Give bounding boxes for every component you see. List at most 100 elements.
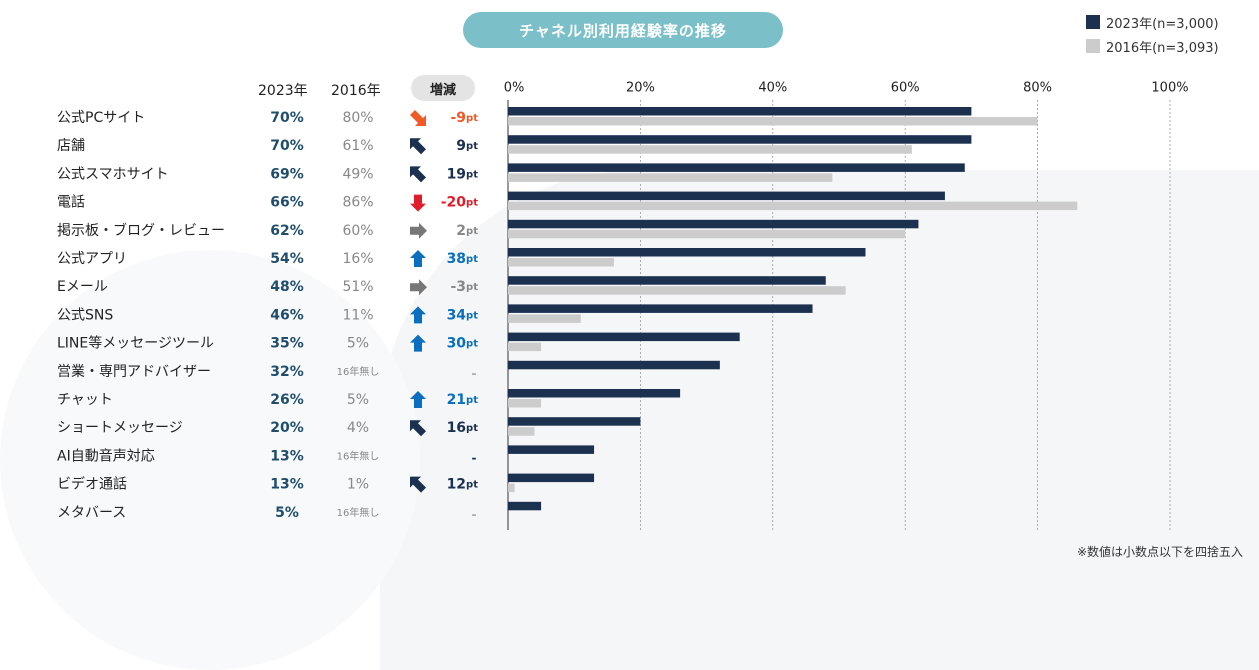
category-label: Eメール xyxy=(57,279,108,295)
category-label: LINE等メッセージツール xyxy=(57,335,214,352)
diff-arrow-icon xyxy=(410,306,426,324)
bar-2023 xyxy=(508,360,720,370)
value-label-2016: 1% xyxy=(347,477,369,493)
diff-label: 30pt xyxy=(447,336,479,352)
bar-2016 xyxy=(508,145,912,154)
legend-swatch-2023 xyxy=(1086,15,1100,29)
bar-2016 xyxy=(508,483,515,493)
x-tick-label: 80% xyxy=(1023,81,1052,96)
chart-title: チャネル別利用経験率の推移 xyxy=(463,12,783,48)
value-label-2016: 5% xyxy=(347,392,369,408)
category-label: ショートメッセージ xyxy=(57,420,183,436)
diff-arrow-icon xyxy=(410,420,426,437)
legend: 2023年(n=3,000) 2016年(n=3,093) xyxy=(1086,10,1219,58)
category-label: 公式PCサイト xyxy=(57,110,145,126)
value-label-2016: 86% xyxy=(342,195,373,211)
column-header-2023: 2023年 xyxy=(258,83,308,99)
value-label-2023: 20% xyxy=(270,420,304,436)
legend-label-2016: 2016年(n=3,093) xyxy=(1106,40,1219,56)
value-label-2023: 62% xyxy=(270,223,304,239)
bar-2023 xyxy=(508,191,945,201)
diff-label: -20pt xyxy=(441,195,478,211)
x-tick-label: 100% xyxy=(1151,81,1188,96)
bar-2016 xyxy=(508,314,581,323)
category-label: 公式スマホサイト xyxy=(57,166,169,182)
diff-label: - xyxy=(472,451,477,465)
diff-arrow-icon xyxy=(410,334,426,352)
bar-2023 xyxy=(508,389,681,398)
value-label-2016: 16年無し xyxy=(337,449,380,462)
value-label-2016: 61% xyxy=(342,138,373,154)
value-label-2016: 60% xyxy=(342,223,373,239)
bar-2016 xyxy=(508,117,1038,126)
value-label-2023: 13% xyxy=(270,477,304,493)
bar-2023 xyxy=(508,219,919,229)
category-label: 電話 xyxy=(57,194,85,211)
column-header-diff: 増減 xyxy=(411,75,475,101)
diff-label: 21pt xyxy=(447,392,479,408)
diff-arrow-icon xyxy=(410,138,426,155)
category-label: 公式アプリ xyxy=(57,251,127,267)
bar-2016 xyxy=(508,258,614,267)
bar-2023 xyxy=(508,445,595,454)
diff-label: - xyxy=(472,366,477,380)
diff-label: 9pt xyxy=(456,138,478,154)
legend-label-2023: 2023年(n=3,000) xyxy=(1106,16,1219,32)
value-label-2023: 70% xyxy=(270,110,304,126)
bar-2023 xyxy=(508,107,972,116)
value-label-2016: 49% xyxy=(342,166,373,182)
value-label-2016: 5% xyxy=(347,336,369,352)
value-label-2023: 35% xyxy=(270,336,304,352)
diff-label: 19pt xyxy=(447,166,479,182)
legend-item-2023: 2023年(n=3,000) xyxy=(1086,10,1219,34)
bar-2023 xyxy=(508,163,965,172)
category-label: 営業・専門アドバイザー xyxy=(57,364,211,380)
diff-arrow-icon xyxy=(410,222,427,239)
value-label-2016: 16% xyxy=(342,251,373,267)
diff-arrow-icon xyxy=(410,166,426,183)
value-label-2016: 51% xyxy=(342,279,373,295)
bar-2016 xyxy=(508,173,833,182)
bar-2016 xyxy=(508,427,535,436)
category-label: ビデオ通話 xyxy=(57,476,127,493)
column-header-2016: 2016年 xyxy=(331,83,381,99)
category-label: AI自動音声対応 xyxy=(57,447,155,464)
diff-arrow-icon xyxy=(410,391,426,408)
value-label-2023: 32% xyxy=(270,364,304,380)
bar-2016 xyxy=(508,201,1078,211)
value-label-2016: 16年無し xyxy=(337,506,380,519)
value-label-2023: 26% xyxy=(270,392,304,408)
value-label-2016: 16年無し xyxy=(337,365,380,378)
category-label: 掲示板・ブログ・レビュー xyxy=(57,222,225,239)
value-label-2023: 46% xyxy=(270,307,304,323)
value-label-2016: 4% xyxy=(347,420,369,436)
diff-arrow-icon xyxy=(410,194,426,212)
value-label-2023: 54% xyxy=(270,251,304,267)
bar-2023 xyxy=(508,135,972,144)
diff-label: 12pt xyxy=(447,477,479,493)
x-tick-label: 0% xyxy=(504,81,525,96)
value-label-2023: 48% xyxy=(270,279,304,295)
category-label: チャット xyxy=(57,392,113,408)
bar-2016 xyxy=(508,399,542,408)
diff-label: -9pt xyxy=(450,110,478,126)
x-tick-label: 20% xyxy=(626,81,655,96)
value-label-2023: 66% xyxy=(270,195,304,211)
bar-2023 xyxy=(508,248,866,257)
value-label-2023: 13% xyxy=(270,448,304,464)
legend-item-2016: 2016年(n=3,093) xyxy=(1086,34,1219,58)
category-label: メタバース xyxy=(57,505,126,521)
category-label: 公式SNS xyxy=(57,307,113,323)
value-label-2023: 5% xyxy=(275,505,299,521)
diff-label: 16pt xyxy=(447,420,479,436)
footnote: ※数値は小数点以下を四捨五入 xyxy=(1076,545,1243,559)
diff-label: 34pt xyxy=(447,307,479,323)
bar-2023 xyxy=(508,304,813,313)
bar-2016 xyxy=(508,342,542,352)
value-label-2016: 80% xyxy=(342,110,373,126)
diff-label: 2pt xyxy=(456,223,478,239)
x-tick-label: 40% xyxy=(758,81,787,96)
diff-label: -3pt xyxy=(450,279,478,295)
diff-arrow-icon xyxy=(410,250,426,267)
category-label: 店舗 xyxy=(57,138,85,154)
